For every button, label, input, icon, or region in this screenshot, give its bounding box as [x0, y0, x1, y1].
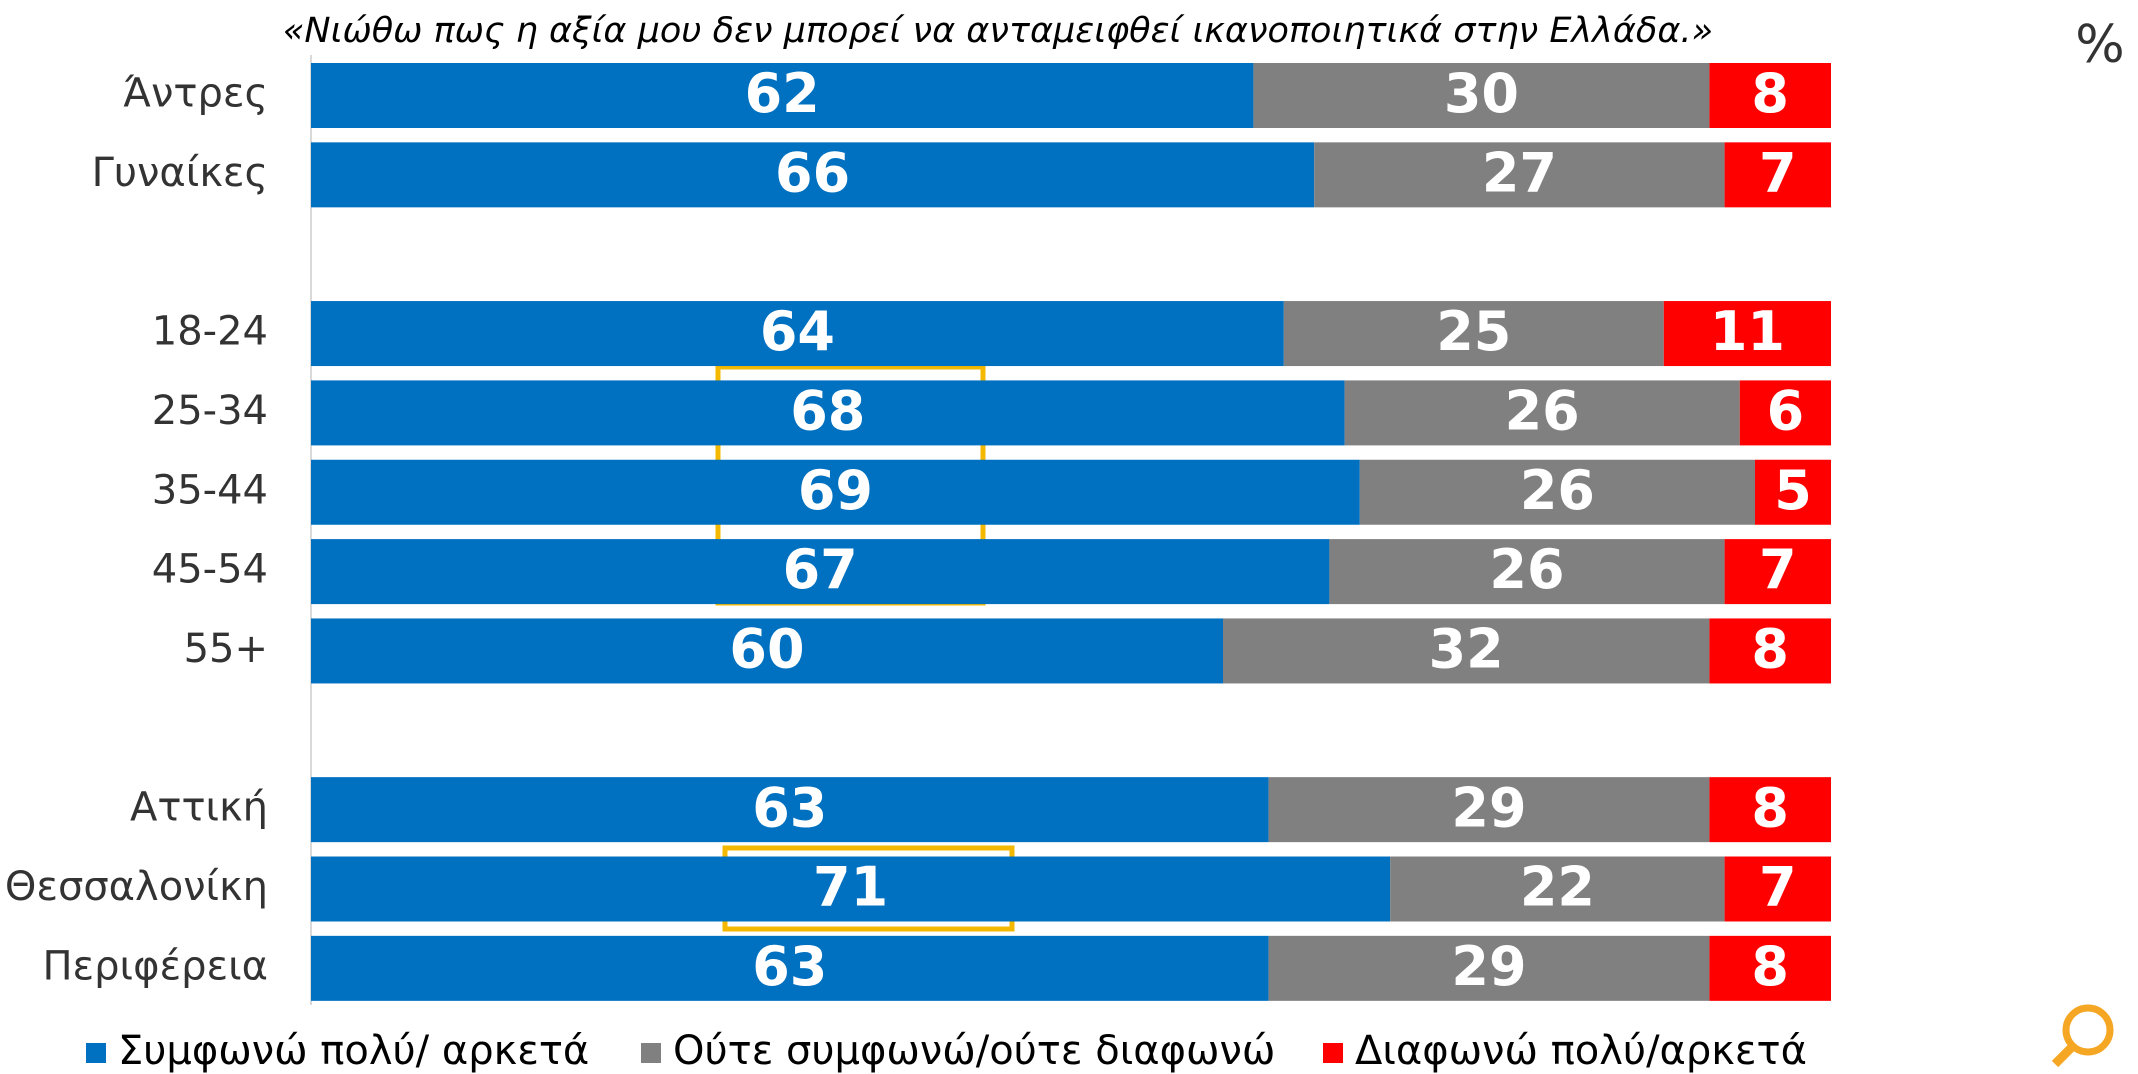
bar-segment — [1283, 301, 1664, 367]
value-label: 8 — [1751, 62, 1789, 125]
bar-segment — [1755, 459, 1831, 525]
value-label: 7 — [1759, 856, 1797, 919]
y-tick-label: Αττική — [130, 785, 268, 831]
bar-segment — [311, 777, 1269, 843]
value-label: 5 — [1774, 459, 1812, 522]
value-label: 68 — [790, 380, 865, 443]
value-label: 32 — [1429, 618, 1504, 681]
y-tick-label: Γυναίκες — [92, 150, 268, 196]
y-tick-label: 45-54 — [152, 547, 268, 593]
value-label: 25 — [1436, 300, 1511, 363]
value-label: 8 — [1751, 618, 1789, 681]
bar-segment — [1739, 380, 1831, 446]
bar-segment — [311, 856, 1391, 922]
bar-segment — [1314, 142, 1725, 208]
bar-segment — [1709, 777, 1831, 843]
bar-segment — [1268, 777, 1710, 843]
value-label: 22 — [1520, 856, 1595, 919]
value-label: 66 — [775, 141, 850, 204]
bar-segment — [1344, 380, 1740, 446]
value-label: 67 — [783, 538, 858, 601]
value-label: 60 — [729, 618, 804, 681]
value-label: 30 — [1444, 62, 1519, 125]
value-label: 26 — [1489, 538, 1564, 601]
bar-segment — [311, 301, 1284, 367]
value-label: 63 — [752, 935, 827, 998]
chart-title: «Νιώθω πως η αξία μου δεν μπορεί να αντα… — [283, 11, 1713, 51]
value-label: 26 — [1505, 380, 1580, 443]
value-label: 71 — [813, 856, 888, 919]
legend-label: Ούτε συμφωνώ/ούτε διαφωνώ — [673, 1028, 1275, 1074]
value-label: 7 — [1759, 141, 1797, 204]
bar-segment — [311, 618, 1223, 684]
bar-segment — [311, 63, 1254, 128]
bar-segment — [1709, 618, 1831, 684]
y-tick-label: 55+ — [184, 626, 268, 672]
value-label: 64 — [760, 300, 835, 363]
bar-segment — [1663, 301, 1831, 367]
bar-segment — [311, 539, 1330, 605]
legend-label: Συμφωνώ πολύ/ αρκετά — [118, 1028, 589, 1074]
value-label: 26 — [1520, 459, 1595, 522]
bar-segment — [1390, 856, 1725, 922]
value-label: 29 — [1451, 776, 1526, 839]
bar-segment — [1709, 63, 1831, 128]
y-tick-label: Περιφέρεια — [42, 943, 268, 989]
bar-segment — [311, 935, 1269, 1001]
value-label: 62 — [745, 62, 820, 125]
bar-segment — [311, 459, 1360, 525]
legend-swatch — [86, 1043, 106, 1063]
bar-segment — [1724, 539, 1831, 605]
y-tick-label: Θεσσαλονίκη — [5, 864, 268, 910]
bar-segment — [1223, 618, 1710, 684]
bar-segment — [1329, 539, 1725, 605]
bar-segment — [311, 142, 1315, 208]
bar-segment — [1253, 63, 1710, 128]
bar-segment — [1268, 935, 1710, 1001]
value-label: 69 — [798, 459, 873, 522]
value-label: 63 — [752, 776, 827, 839]
value-label: 7 — [1759, 538, 1797, 601]
y-tick-label: 18-24 — [152, 309, 268, 355]
y-tick-label: 25-34 — [152, 388, 268, 434]
bar-segment — [311, 380, 1345, 446]
bar-segment — [1724, 856, 1831, 922]
legend-swatch — [1323, 1043, 1343, 1063]
bar-segment — [1724, 142, 1831, 208]
legend-label: Διαφωνώ πολύ/αρκετά — [1355, 1028, 1807, 1074]
logo — [2051, 1004, 2114, 1068]
bar-segment — [1359, 459, 1755, 525]
y-tick-label: 35-44 — [152, 467, 268, 513]
value-label: 6 — [1767, 380, 1805, 443]
unit-label: % — [2075, 15, 2124, 75]
y-tick-label: Άντρες — [123, 71, 268, 117]
bar-segment — [1709, 935, 1831, 1001]
value-label: 29 — [1451, 935, 1526, 998]
value-label: 8 — [1751, 935, 1789, 998]
legend-swatch — [641, 1043, 661, 1063]
value-label: 8 — [1751, 776, 1789, 839]
value-label: 11 — [1710, 300, 1785, 363]
value-label: 27 — [1482, 141, 1557, 204]
